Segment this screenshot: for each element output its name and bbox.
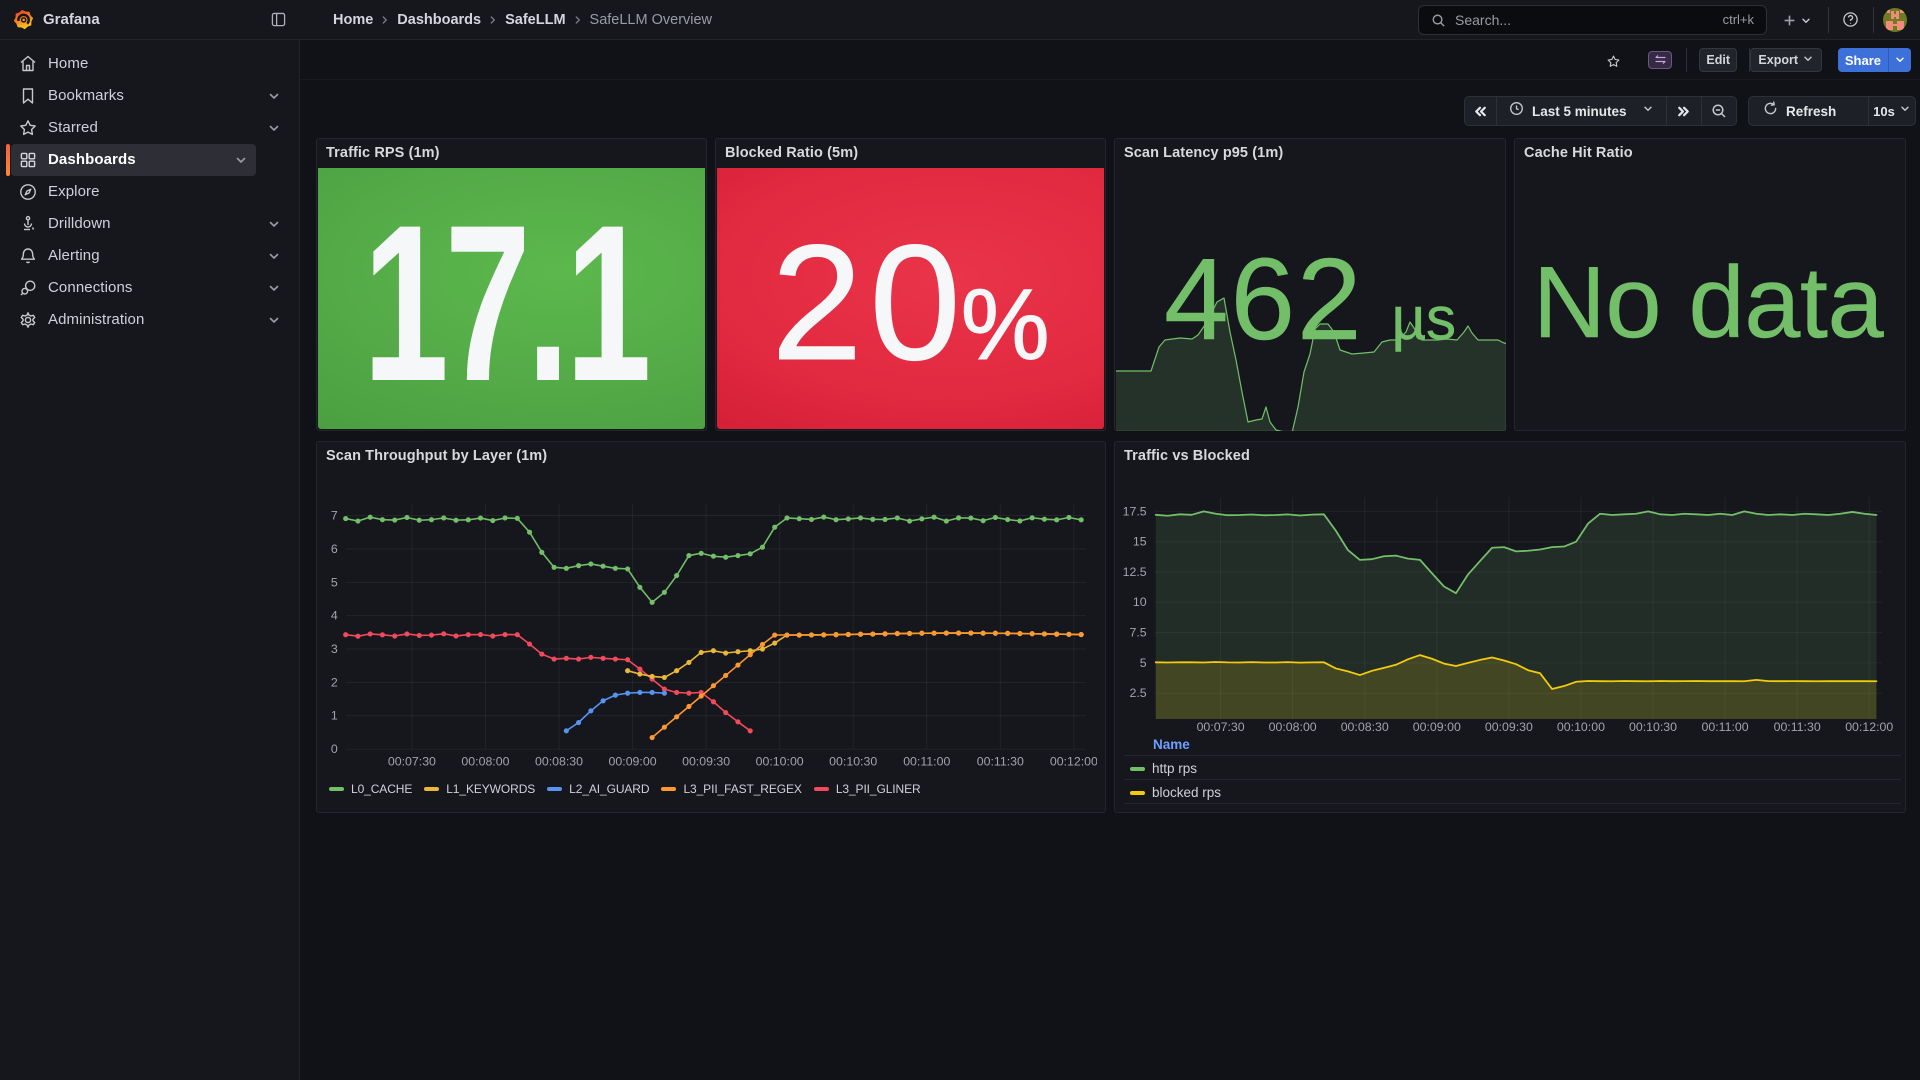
svg-text:00:09:30: 00:09:30 <box>1485 720 1533 734</box>
svg-text:00:10:30: 00:10:30 <box>1629 720 1677 734</box>
svg-text:4: 4 <box>331 609 338 623</box>
svg-text:00:08:30: 00:08:30 <box>535 754 583 768</box>
svg-text:6: 6 <box>331 542 338 556</box>
svg-text:00:11:30: 00:11:30 <box>977 754 1024 768</box>
svg-text:7: 7 <box>331 508 338 522</box>
svg-text:3: 3 <box>331 642 338 656</box>
svg-text:00:11:00: 00:11:00 <box>903 754 950 768</box>
svg-text:00:08:00: 00:08:00 <box>461 754 509 768</box>
svg-text:12.5: 12.5 <box>1123 565 1147 579</box>
svg-text:00:11:00: 00:11:00 <box>1702 720 1749 734</box>
svg-text:00:12:00: 00:12:00 <box>1845 720 1893 734</box>
svg-text:17.5: 17.5 <box>1123 504 1147 518</box>
svg-text:00:07:30: 00:07:30 <box>1197 720 1245 734</box>
svg-text:00:12:00: 00:12:00 <box>1050 754 1097 768</box>
svg-text:2.5: 2.5 <box>1129 686 1146 700</box>
svg-text:7.5: 7.5 <box>1129 626 1146 640</box>
svg-text:00:09:00: 00:09:00 <box>1413 720 1461 734</box>
svg-text:00:09:30: 00:09:30 <box>682 754 730 768</box>
svg-text:00:08:30: 00:08:30 <box>1341 720 1389 734</box>
svg-text:2: 2 <box>331 675 338 689</box>
svg-text:00:09:00: 00:09:00 <box>609 754 657 768</box>
svg-text:00:10:30: 00:10:30 <box>829 754 877 768</box>
svg-text:00:08:00: 00:08:00 <box>1269 720 1317 734</box>
svg-text:5: 5 <box>1140 656 1147 670</box>
svg-text:00:07:30: 00:07:30 <box>388 754 436 768</box>
svg-text:00:11:30: 00:11:30 <box>1774 720 1821 734</box>
svg-text:1: 1 <box>331 709 338 723</box>
svg-text:15: 15 <box>1133 535 1147 549</box>
svg-text:00:10:00: 00:10:00 <box>1557 720 1605 734</box>
svg-text:5: 5 <box>331 575 338 589</box>
svg-text:00:10:00: 00:10:00 <box>756 754 804 768</box>
svg-text:10: 10 <box>1133 595 1147 609</box>
svg-text:0: 0 <box>331 742 338 756</box>
